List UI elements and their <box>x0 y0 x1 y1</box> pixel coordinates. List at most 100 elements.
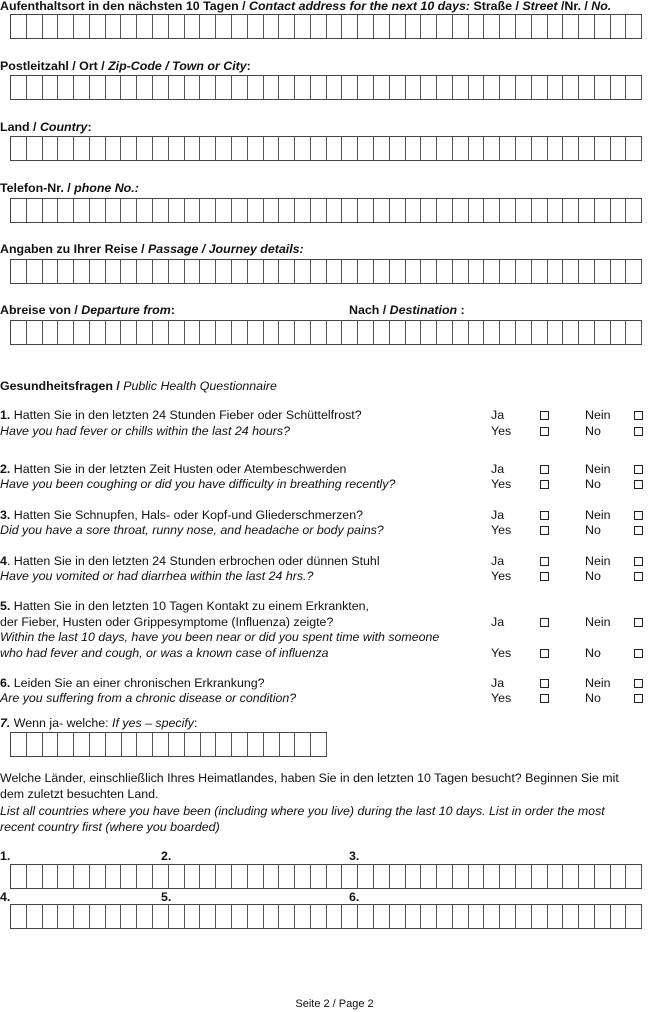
character-cell[interactable] <box>579 76 595 99</box>
character-cell[interactable] <box>216 260 232 283</box>
character-cell[interactable] <box>453 865 469 888</box>
character-cell[interactable] <box>484 321 501 344</box>
character-cell[interactable] <box>532 15 548 38</box>
character-cell[interactable] <box>421 15 438 38</box>
character-cell[interactable] <box>74 260 90 283</box>
character-cell[interactable] <box>358 199 374 222</box>
q6-no-checkbox[interactable] <box>634 679 643 688</box>
character-cell[interactable] <box>437 15 453 38</box>
character-cell[interactable] <box>137 260 154 283</box>
character-cell[interactable] <box>500 260 516 283</box>
character-cell[interactable] <box>374 260 390 283</box>
character-cell[interactable] <box>137 137 154 160</box>
character-cell[interactable] <box>74 15 90 38</box>
character-cell[interactable] <box>579 905 595 928</box>
character-cell[interactable] <box>311 905 327 928</box>
character-cell[interactable] <box>374 905 390 928</box>
zip-city-input[interactable] <box>10 75 643 100</box>
character-cell[interactable] <box>406 137 422 160</box>
character-cell[interactable] <box>121 260 138 283</box>
character-cell[interactable] <box>185 321 201 344</box>
character-cell[interactable] <box>611 260 627 283</box>
character-cell[interactable] <box>137 76 154 99</box>
q3-no-checkbox[interactable] <box>634 511 643 520</box>
character-cell[interactable] <box>27 260 43 283</box>
character-cell[interactable] <box>327 76 343 99</box>
character-cell[interactable] <box>153 905 169 928</box>
character-cell[interactable] <box>106 321 122 344</box>
character-cell[interactable] <box>74 733 90 756</box>
character-cell[interactable] <box>43 199 59 222</box>
character-cell[interactable] <box>200 199 217 222</box>
q4-yes-checkbox[interactable] <box>540 557 549 566</box>
q6-yes-checkbox[interactable] <box>540 679 549 688</box>
character-cell[interactable] <box>532 137 548 160</box>
character-cell[interactable] <box>358 137 374 160</box>
character-cell[interactable] <box>595 321 611 344</box>
character-cell[interactable] <box>563 137 580 160</box>
character-cell[interactable] <box>342 905 359 928</box>
character-cell[interactable] <box>469 76 485 99</box>
character-cell[interactable] <box>626 321 643 344</box>
character-cell[interactable] <box>469 199 485 222</box>
character-cell[interactable] <box>185 260 201 283</box>
character-cell[interactable] <box>137 321 154 344</box>
character-cell[interactable] <box>484 905 501 928</box>
q2-yes-checkbox[interactable] <box>540 465 549 474</box>
character-cell[interactable] <box>484 865 501 888</box>
character-cell[interactable] <box>153 865 169 888</box>
character-cell[interactable] <box>264 76 280 99</box>
character-cell[interactable] <box>11 865 27 888</box>
character-cell[interactable] <box>169 865 185 888</box>
character-cell[interactable] <box>27 865 43 888</box>
character-cell[interactable] <box>216 15 232 38</box>
character-cell[interactable] <box>121 199 138 222</box>
character-cell[interactable] <box>579 15 595 38</box>
character-cell[interactable] <box>595 905 611 928</box>
character-cell[interactable] <box>121 321 138 344</box>
character-cell[interactable] <box>342 865 359 888</box>
character-cell[interactable] <box>43 260 59 283</box>
character-cell[interactable] <box>153 137 169 160</box>
character-cell[interactable] <box>106 199 122 222</box>
character-cell[interactable] <box>516 137 532 160</box>
character-cell[interactable] <box>484 15 501 38</box>
character-cell[interactable] <box>295 76 311 99</box>
character-cell[interactable] <box>74 865 90 888</box>
character-cell[interactable] <box>248 321 264 344</box>
character-cell[interactable] <box>295 137 311 160</box>
character-cell[interactable] <box>358 260 374 283</box>
address-input[interactable] <box>10 14 643 39</box>
character-cell[interactable] <box>264 905 280 928</box>
character-cell[interactable] <box>232 137 248 160</box>
q1-yes-checkbox[interactable] <box>540 411 549 420</box>
character-cell[interactable] <box>611 865 627 888</box>
character-cell[interactable] <box>27 905 43 928</box>
character-cell[interactable] <box>453 321 469 344</box>
q2-no-checkbox[interactable] <box>634 465 643 474</box>
character-cell[interactable] <box>74 905 90 928</box>
character-cell[interactable] <box>406 321 422 344</box>
character-cell[interactable] <box>121 15 138 38</box>
character-cell[interactable] <box>406 905 422 928</box>
character-cell[interactable] <box>311 865 327 888</box>
character-cell[interactable] <box>295 15 311 38</box>
character-cell[interactable] <box>484 76 501 99</box>
character-cell[interactable] <box>200 865 217 888</box>
character-cell[interactable] <box>137 199 154 222</box>
character-cell[interactable] <box>358 865 374 888</box>
character-cell[interactable] <box>279 260 296 283</box>
character-cell[interactable] <box>185 76 201 99</box>
character-cell[interactable] <box>11 321 27 344</box>
character-cell[interactable] <box>43 15 59 38</box>
character-cell[interactable] <box>216 199 232 222</box>
character-cell[interactable] <box>311 15 327 38</box>
character-cell[interactable] <box>390 15 406 38</box>
character-cell[interactable] <box>90 76 106 99</box>
q5-no-checkbox[interactable] <box>634 649 643 658</box>
character-cell[interactable] <box>58 199 75 222</box>
character-cell[interactable] <box>327 905 343 928</box>
character-cell[interactable] <box>169 199 185 222</box>
character-cell[interactable] <box>137 733 154 756</box>
character-cell[interactable] <box>11 905 27 928</box>
